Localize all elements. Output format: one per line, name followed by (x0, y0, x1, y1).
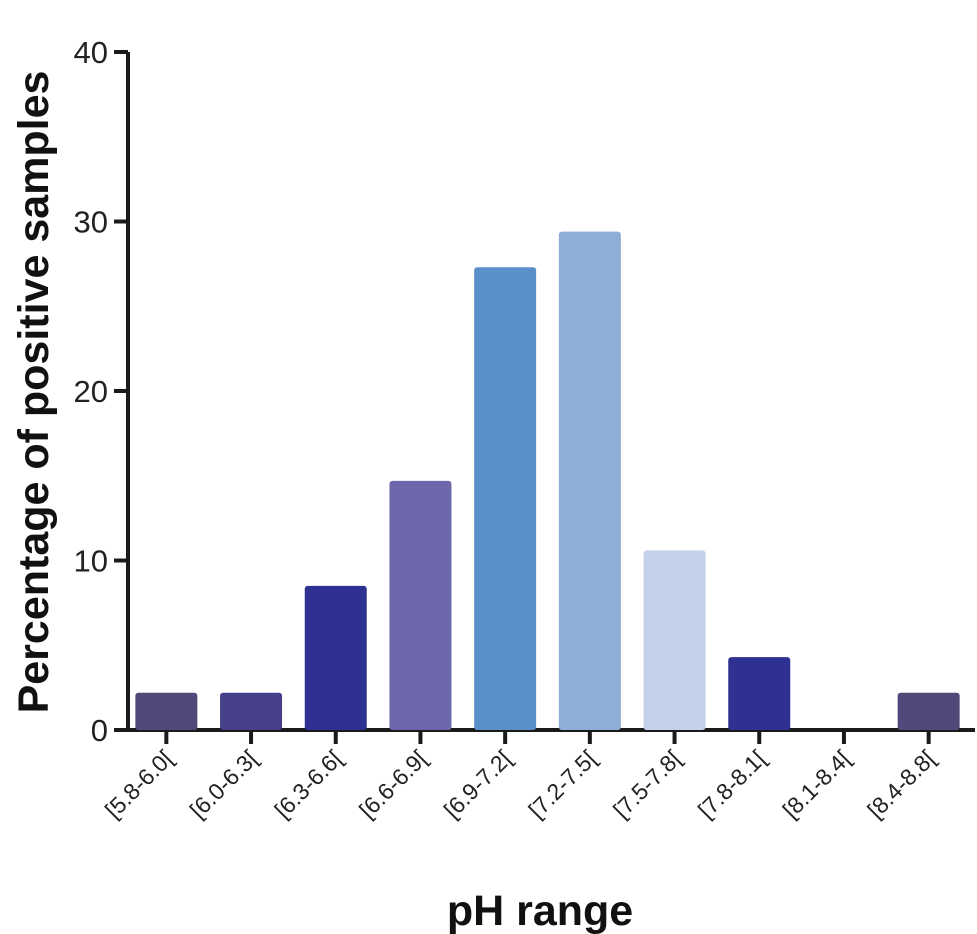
y-tick-label: 40 (74, 35, 108, 70)
bar (135, 692, 198, 730)
x-tick-label: [7.5-7.8[ (608, 745, 686, 823)
y-tick-label: 20 (74, 374, 108, 409)
y-axis: 0 10 20 30 40 (74, 35, 130, 748)
x-tick-label: [6.0-6.3[ (185, 745, 263, 823)
bar (389, 480, 452, 730)
bar (897, 692, 960, 730)
x-tick-label: [8.1-8.4[ (777, 745, 855, 823)
x-tick-label: [8.4-8.8[ (862, 745, 940, 823)
bar (728, 657, 791, 730)
y-tick-label: 0 (91, 713, 108, 748)
y-axis-title: Percentage of positive samples (10, 71, 58, 714)
x-tick-label: [7.8-8.1[ (693, 745, 771, 823)
x-axis: [5.8-6.0[[6.0-6.3[[6.3-6.6[[6.6-6.9[[6.9… (100, 728, 975, 823)
x-tick-label: [5.8-6.0[ (100, 745, 178, 823)
bar (474, 267, 537, 730)
y-tick-label: 30 (74, 205, 108, 240)
bar (220, 692, 283, 730)
x-tick-label: [6.6-6.9[ (354, 745, 432, 823)
bar (304, 585, 367, 730)
bar (643, 550, 706, 730)
x-tick-label: [7.2-7.5[ (523, 745, 601, 823)
x-axis-title: pH range (447, 887, 633, 934)
x-tick-label: [6.9-7.2[ (439, 745, 517, 823)
bar (558, 231, 621, 731)
y-tick-label: 10 (74, 544, 108, 579)
bars (135, 231, 960, 731)
x-tick-label: [6.3-6.6[ (269, 745, 347, 823)
